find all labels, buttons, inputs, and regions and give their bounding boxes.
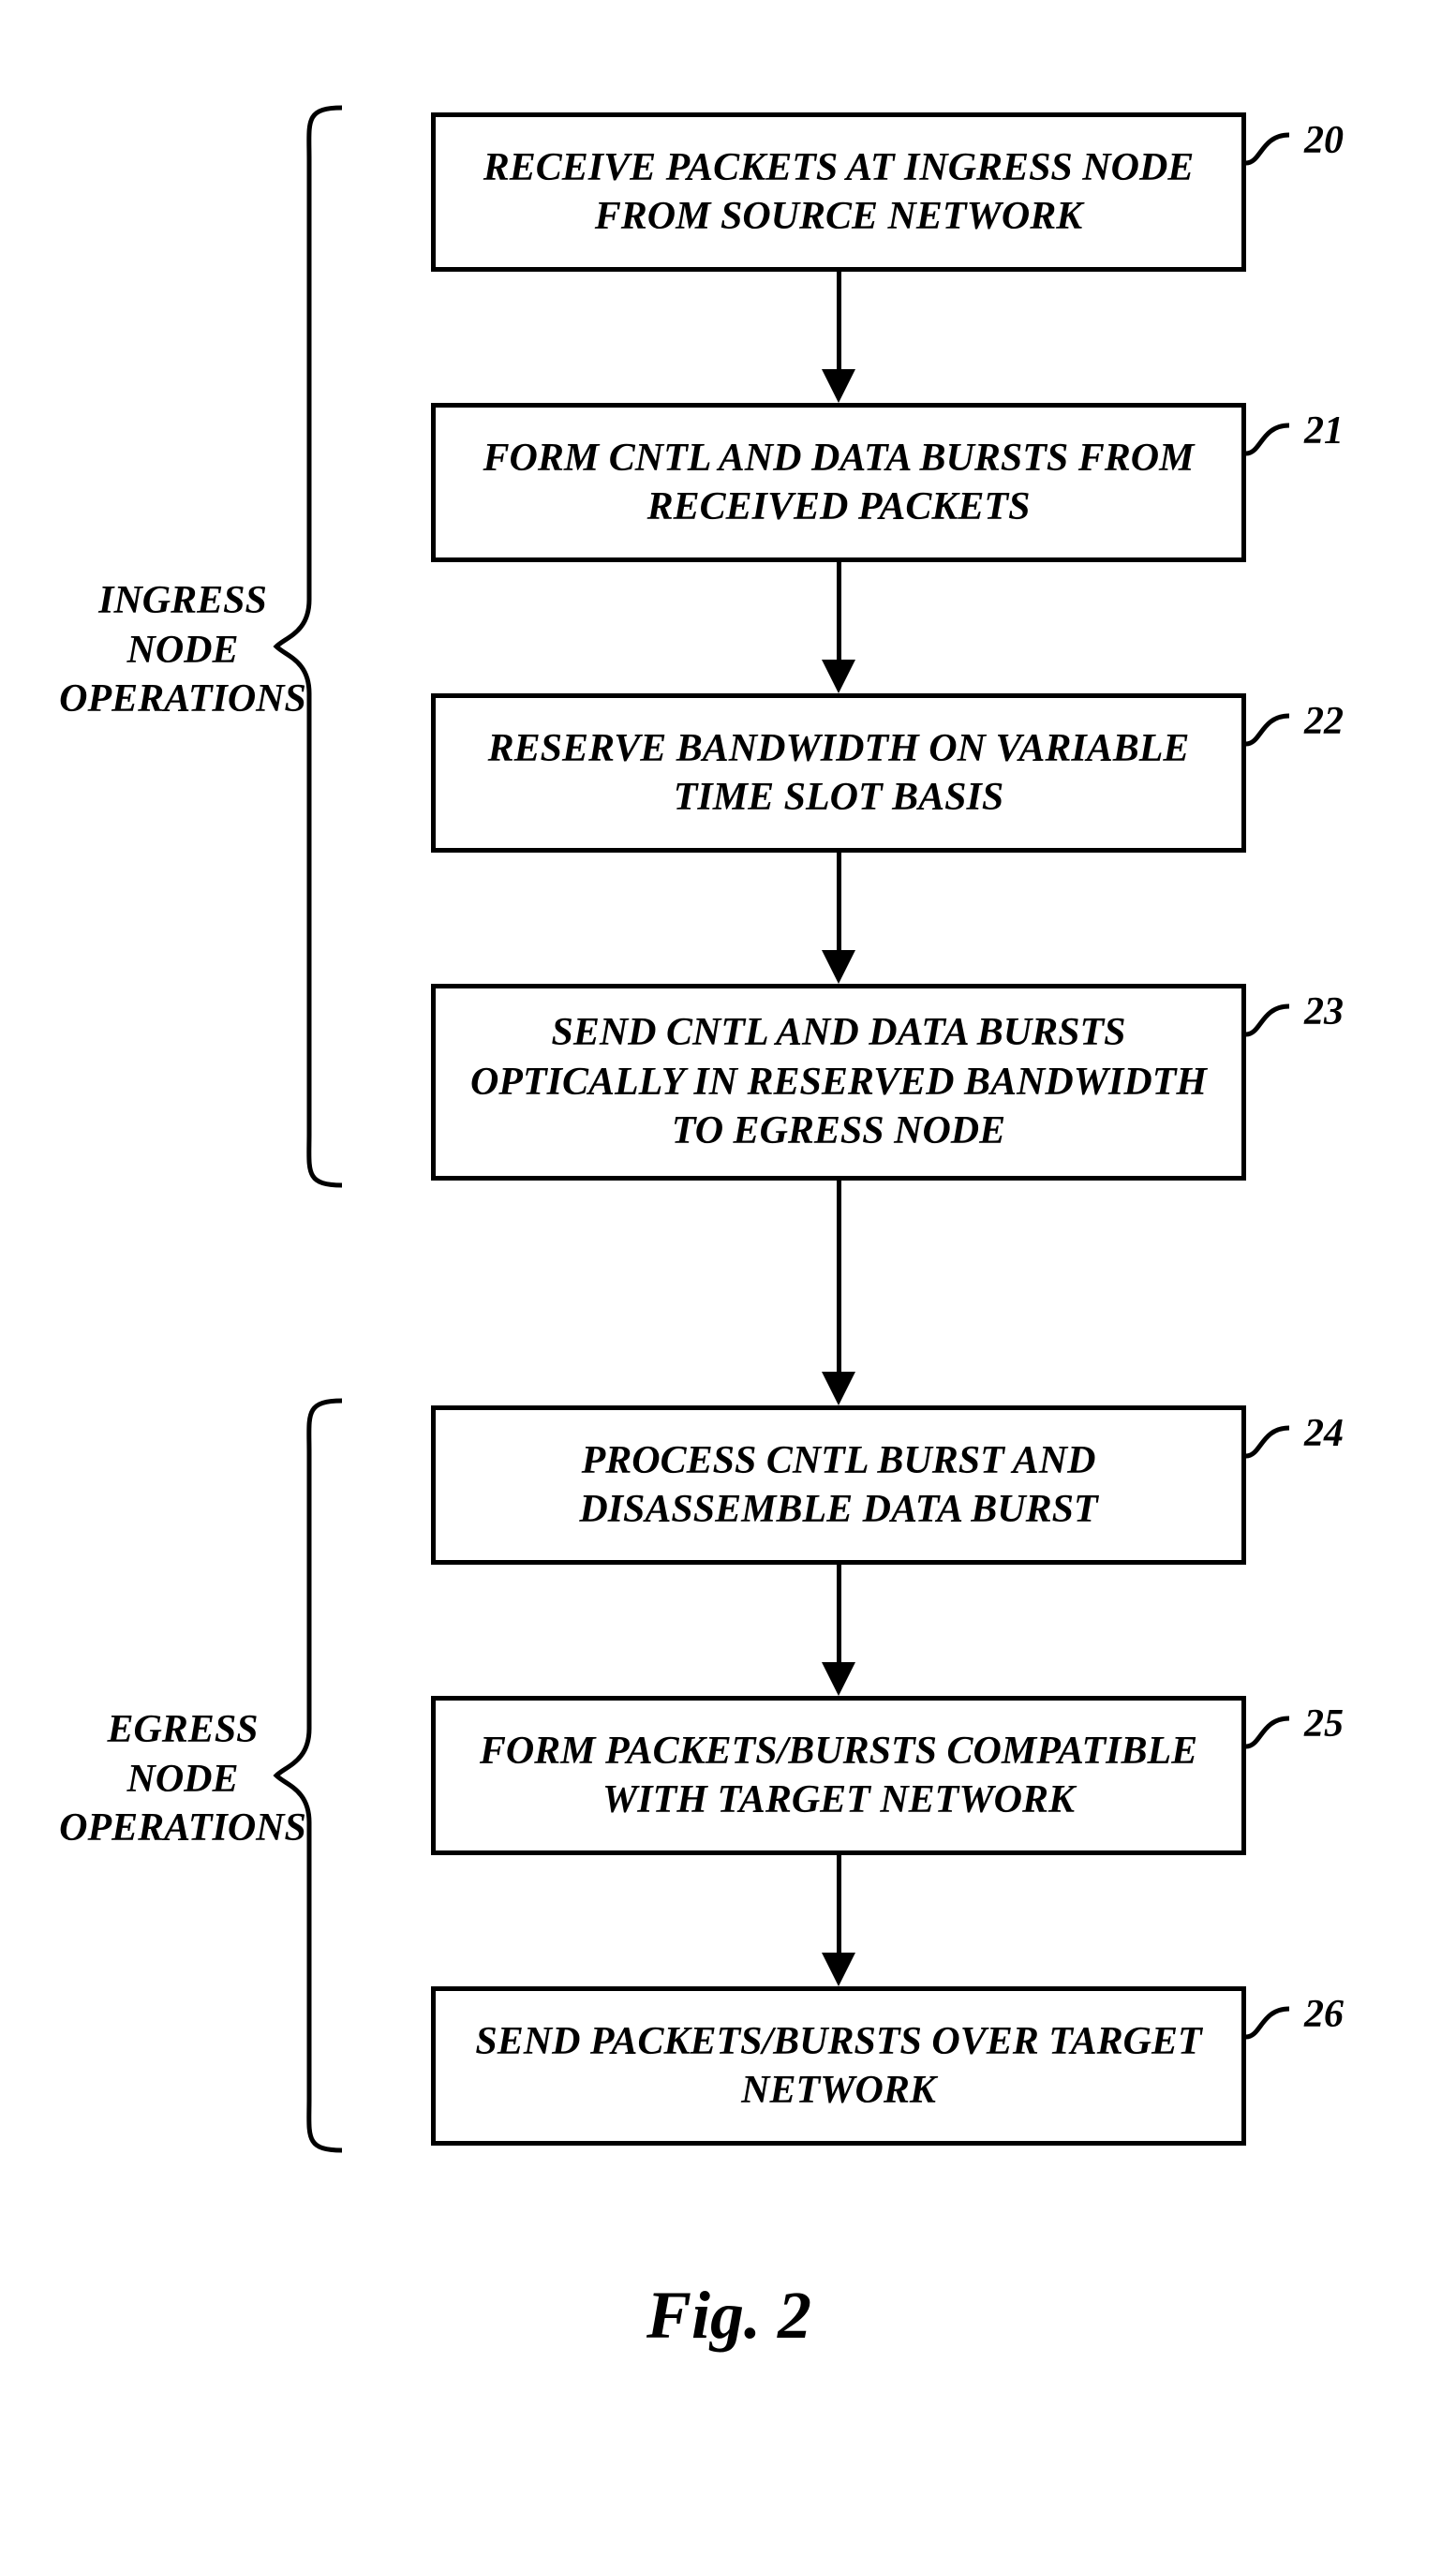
ref-callout-icon bbox=[1244, 1715, 1300, 1758]
ref-callout-icon bbox=[1244, 2005, 1300, 2048]
step-text: SEND CNTL AND DATA BURSTS OPTICALLY IN R… bbox=[464, 1008, 1213, 1156]
flowchart-step-step23: SEND CNTL AND DATA BURSTS OPTICALLY IN R… bbox=[431, 984, 1246, 1181]
arrow-head-icon bbox=[822, 660, 855, 693]
arrow-head-icon bbox=[822, 1953, 855, 1986]
ref-number: 23 bbox=[1304, 989, 1344, 1034]
arrow-line bbox=[837, 272, 841, 369]
arrow-head-icon bbox=[822, 1372, 855, 1405]
flowchart-step-step20: RECEIVE PACKETS AT INGRESS NODE FROM SOU… bbox=[431, 112, 1246, 272]
flowchart-step-step22: RESERVE BANDWIDTH ON VARIABLE TIME SLOT … bbox=[431, 693, 1246, 853]
ref-number: 21 bbox=[1304, 409, 1344, 453]
ref-number: 22 bbox=[1304, 699, 1344, 744]
ref-callout-icon bbox=[1244, 1424, 1300, 1467]
arrow-head-icon bbox=[822, 369, 855, 403]
flowchart-step-step24: PROCESS CNTL BURST AND DISASSEMBLE DATA … bbox=[431, 1405, 1246, 1565]
step-text: FORM PACKETS/BURSTS COMPATIBLE WITH TARG… bbox=[464, 1727, 1213, 1825]
brace-icon bbox=[272, 103, 347, 1190]
step-text: PROCESS CNTL BURST AND DISASSEMBLE DATA … bbox=[464, 1436, 1213, 1535]
ref-number: 20 bbox=[1304, 118, 1344, 163]
brace-icon bbox=[272, 1396, 347, 2155]
flowchart-step-step26: SEND PACKETS/BURSTS OVER TARGET NETWORK bbox=[431, 1986, 1246, 2146]
arrow-head-icon bbox=[822, 950, 855, 984]
arrow-head-icon bbox=[822, 1662, 855, 1696]
flowchart-step-step21: FORM CNTL AND DATA BURSTS FROM RECEIVED … bbox=[431, 403, 1246, 562]
ref-number: 25 bbox=[1304, 1702, 1344, 1746]
arrow-line bbox=[837, 1565, 841, 1662]
ref-callout-icon bbox=[1244, 131, 1300, 174]
arrow-line bbox=[837, 562, 841, 660]
ref-callout-icon bbox=[1244, 1003, 1300, 1046]
arrow-line bbox=[837, 1855, 841, 1953]
step-text: SEND PACKETS/BURSTS OVER TARGET NETWORK bbox=[464, 2017, 1213, 2116]
step-text: FORM CNTL AND DATA BURSTS FROM RECEIVED … bbox=[464, 434, 1213, 532]
ref-number: 24 bbox=[1304, 1411, 1344, 1456]
arrow-line bbox=[837, 853, 841, 950]
arrow-line bbox=[837, 1181, 841, 1372]
ref-callout-icon bbox=[1244, 422, 1300, 465]
step-text: RECEIVE PACKETS AT INGRESS NODE FROM SOU… bbox=[464, 143, 1213, 242]
ref-callout-icon bbox=[1244, 712, 1300, 755]
step-text: RESERVE BANDWIDTH ON VARIABLE TIME SLOT … bbox=[464, 724, 1213, 823]
figure-caption: Fig. 2 bbox=[646, 2277, 811, 2355]
ref-number: 26 bbox=[1304, 1992, 1344, 2037]
flowchart-step-step25: FORM PACKETS/BURSTS COMPATIBLE WITH TARG… bbox=[431, 1696, 1246, 1855]
